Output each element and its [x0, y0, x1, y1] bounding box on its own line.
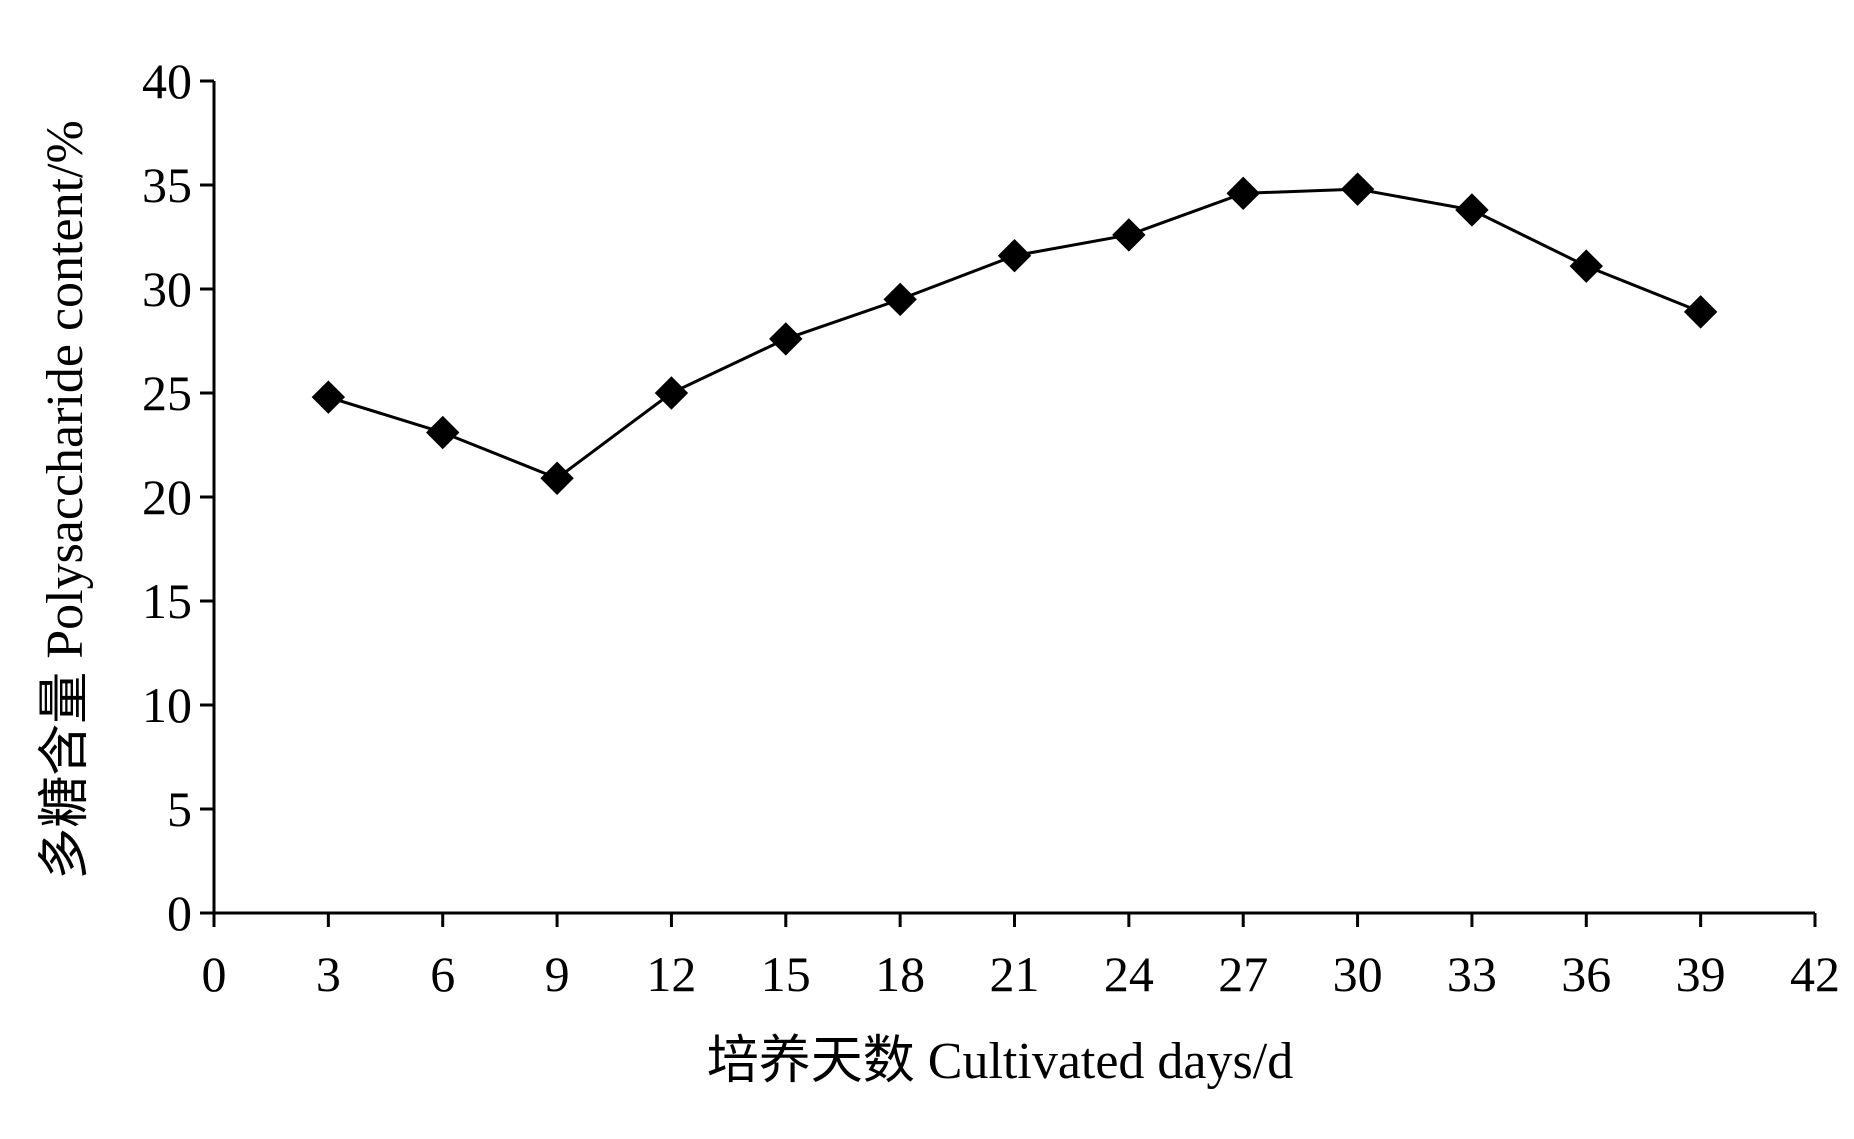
- data-point-marker: [1112, 218, 1146, 252]
- axes: [212, 81, 1815, 915]
- x-tick-label: 36: [1561, 946, 1611, 1002]
- y-axis-title: 多糖含量 Polysaccharide content/%: [37, 120, 94, 880]
- data-point-marker: [1226, 176, 1260, 211]
- data-point-marker: [311, 380, 346, 414]
- data-point-marker: [426, 415, 460, 450]
- x-tick-label: 21: [990, 946, 1040, 1002]
- x-tick-label: 39: [1676, 946, 1726, 1002]
- axis-titles: 培养天数 Cultivated days/d 多糖含量 Polysacchari…: [37, 120, 1293, 1090]
- data-point-marker: [997, 239, 1032, 273]
- x-tick-label: 27: [1218, 946, 1268, 1002]
- x-tick-label: 18: [875, 946, 925, 1002]
- y-tick-label: 25: [142, 365, 192, 421]
- data-point-marker: [540, 461, 574, 495]
- data-point-marker: [1569, 249, 1603, 283]
- data-point-marker: [769, 322, 803, 356]
- y-tick-label: 10: [142, 677, 192, 733]
- x-axis-title: 培养天数 Cultivated days/d: [707, 1033, 1293, 1090]
- data-point-marker: [654, 376, 689, 410]
- y-tick-label: 40: [142, 53, 192, 109]
- x-tick-label: 0: [202, 946, 227, 1002]
- data-point-marker: [1340, 172, 1375, 206]
- series-line: [327, 187, 1702, 480]
- x-tick-label: 30: [1333, 946, 1383, 1002]
- y-tick-label: 0: [167, 885, 192, 941]
- x-tick-label: 12: [646, 946, 696, 1002]
- data-point-marker: [1683, 295, 1718, 329]
- y-tick-label: 30: [142, 261, 192, 317]
- x-tick-label: 24: [1104, 946, 1154, 1002]
- data-point-marker: [883, 282, 917, 317]
- x-tick-label: 3: [316, 946, 341, 1002]
- x-tick-label: 33: [1447, 946, 1497, 1002]
- y-tick-label: 20: [142, 469, 192, 525]
- y-tick-label: 35: [142, 157, 192, 213]
- x-tick-label: 42: [1790, 946, 1840, 1002]
- y-tick-label: 5: [167, 781, 192, 837]
- x-tick-label: 15: [761, 946, 811, 1002]
- data-point-marker: [1455, 193, 1489, 227]
- x-tick-label: 9: [545, 946, 570, 1002]
- x-tick-label: 6: [430, 946, 455, 1002]
- y-tick-label: 15: [142, 573, 192, 629]
- series: [311, 172, 1718, 495]
